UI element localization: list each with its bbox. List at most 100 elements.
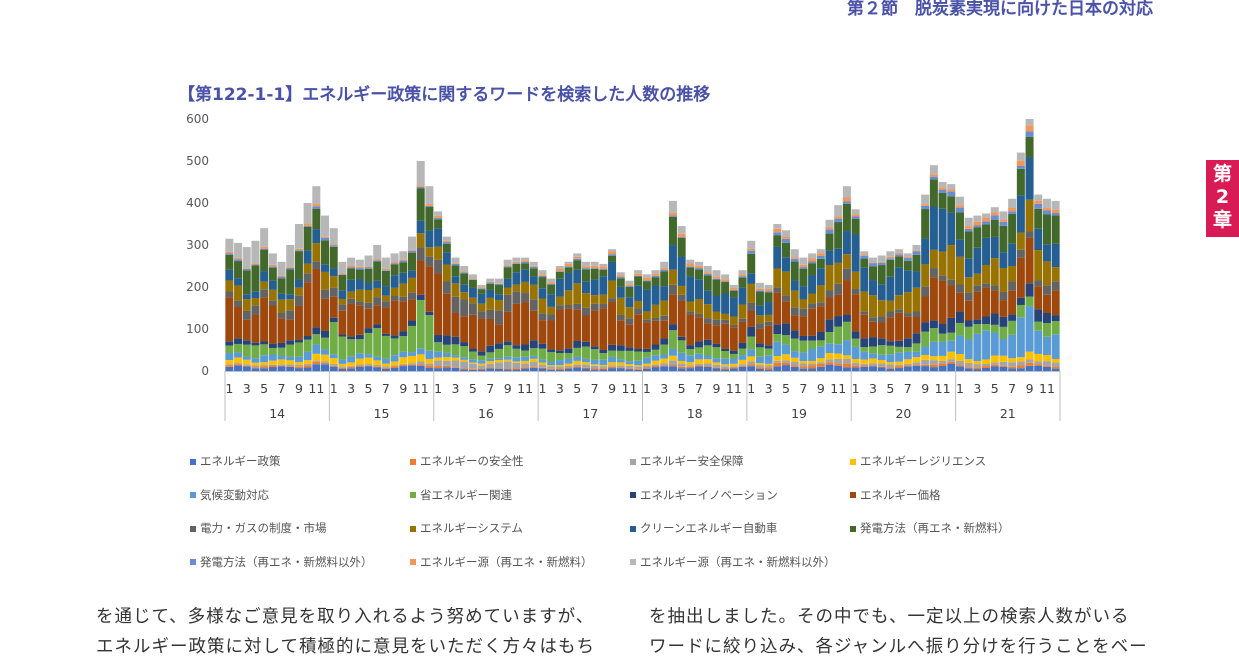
bar-segment (712, 364, 721, 368)
chapter-tab-line3: 章 (1212, 209, 1232, 231)
bar-segment (1051, 334, 1060, 359)
bar-segment (842, 254, 851, 269)
bar-segment (712, 367, 721, 369)
bar-segment (695, 317, 704, 342)
bar-segment (503, 359, 512, 362)
bar-segment (529, 276, 538, 285)
bar-segment (521, 261, 530, 264)
bar-segment (634, 273, 643, 276)
bar-segment (277, 364, 286, 366)
bar-segment (834, 216, 843, 219)
bar-segment (651, 304, 660, 318)
bar-segment (642, 289, 651, 312)
bar-segment (703, 345, 712, 356)
bar-segment (399, 283, 408, 297)
bar-segment (364, 308, 373, 329)
bar-segment (1025, 119, 1034, 126)
bar-segment (564, 367, 573, 369)
bar-segment (329, 244, 338, 246)
chapter-tab-line1: 第 (1212, 163, 1232, 185)
bar-segment (895, 340, 904, 347)
bar-segment (729, 290, 738, 298)
bar-segment (260, 341, 269, 345)
bar-segment (408, 365, 416, 371)
bar-segment (503, 311, 512, 342)
bar-segment (277, 312, 286, 319)
bar-segment (408, 355, 416, 364)
bar-segment (303, 273, 312, 283)
bar-segment (677, 363, 686, 367)
bar-segment (529, 310, 538, 341)
bar-segment (695, 299, 704, 314)
y-tick-label: 100 (186, 322, 209, 336)
bar-segment (390, 253, 399, 262)
bar-segment (712, 358, 721, 363)
bar-segment (929, 176, 938, 180)
bar-segment (555, 266, 564, 269)
bar-segment (260, 271, 269, 282)
bar-segment (1042, 323, 1051, 337)
x-month-label: 9 (399, 381, 407, 396)
bar-segment (616, 368, 625, 371)
bar-segment (668, 216, 677, 246)
bar-segment (686, 259, 695, 264)
bar-segment (782, 271, 791, 296)
bar-segment (642, 363, 651, 367)
bar-segment (912, 250, 921, 252)
bar-segment (782, 236, 791, 239)
bar-segment (964, 362, 973, 368)
bar-segment (625, 361, 634, 365)
y-tick-label: 300 (186, 238, 209, 252)
bar-segment (399, 260, 408, 263)
bar-segment (564, 261, 573, 264)
bar-segment (494, 368, 503, 371)
bar-segment (294, 362, 303, 365)
bar-segment (799, 335, 808, 341)
bar-segment (764, 292, 773, 303)
bar-segment (764, 291, 773, 293)
bar-segment (555, 271, 564, 279)
bar-segment (929, 165, 938, 175)
bar-segment (399, 336, 408, 352)
bar-segment (555, 369, 564, 371)
bar-segment (329, 268, 338, 277)
bar-segment (234, 343, 243, 353)
bar-segment (625, 369, 634, 371)
bar-segment (538, 368, 547, 371)
bar-segment (521, 350, 530, 357)
bar-segment (860, 363, 869, 366)
bar-segment (808, 275, 817, 294)
bar-segment (581, 269, 590, 282)
bar-segment (712, 279, 721, 296)
bar-segment (277, 342, 286, 348)
bar-segment (608, 344, 617, 351)
bar-segment (294, 305, 303, 340)
bar-segment (242, 268, 251, 271)
bar-segment (999, 316, 1008, 327)
bar-segment (277, 355, 286, 360)
bar-segment (990, 285, 999, 291)
bar-segment (251, 265, 260, 292)
bar-segment (686, 362, 695, 366)
legend-label: 省エネルギー関連 (420, 487, 512, 502)
x-year-label: 15 (374, 406, 390, 421)
bar-segment (538, 343, 547, 349)
bar-segment (312, 327, 321, 335)
bar-segment (347, 336, 356, 340)
bar-segment (799, 361, 808, 364)
bar-segment (590, 295, 599, 304)
bar-segment (955, 292, 964, 312)
bar-segment (955, 335, 964, 354)
bar-segment (973, 227, 982, 248)
bar-segment (886, 276, 895, 301)
bar-segment (938, 341, 947, 356)
bar-segment (825, 364, 834, 371)
bar-segment (442, 240, 451, 243)
bar-segment (408, 270, 416, 278)
bar-segment (616, 362, 625, 366)
bar-segment (712, 325, 721, 344)
bar-segment (668, 360, 677, 366)
bar-segment (895, 252, 904, 255)
bar-segment (1042, 366, 1051, 371)
bar-segment (234, 364, 243, 366)
